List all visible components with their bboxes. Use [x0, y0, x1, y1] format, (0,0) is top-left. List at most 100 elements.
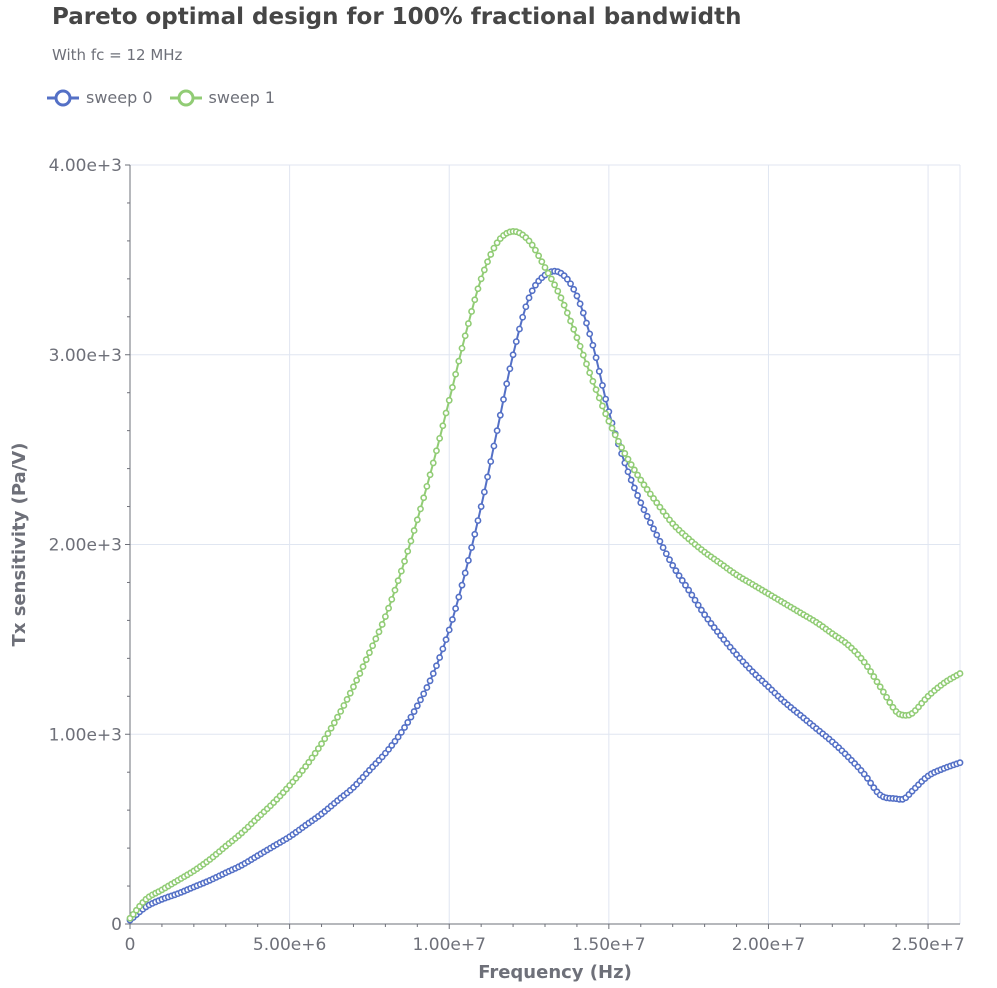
series-point[interactable]	[413, 516, 421, 524]
series-point[interactable]	[439, 645, 447, 653]
series-point[interactable]	[436, 434, 444, 442]
series-point[interactable]	[372, 635, 380, 643]
series-point[interactable]	[343, 696, 351, 703]
series-point[interactable]	[458, 344, 466, 352]
series-point[interactable]	[474, 517, 482, 524]
series-point[interactable]	[407, 537, 415, 545]
series-point[interactable]	[624, 468, 632, 476]
series-point[interactable]	[576, 300, 584, 308]
series-point[interactable]	[477, 503, 485, 510]
legend-item-sweep-0[interactable]: sweep 0	[46, 88, 153, 107]
series-point[interactable]	[538, 258, 546, 266]
series-point[interactable]	[528, 241, 536, 249]
series-point[interactable]	[397, 567, 405, 575]
series-point[interactable]	[525, 237, 533, 245]
series-point[interactable]	[570, 325, 578, 333]
series-point[interactable]	[643, 486, 651, 493]
series-point[interactable]	[656, 537, 664, 545]
series-point[interactable]	[563, 309, 571, 317]
series-point[interactable]	[573, 292, 581, 300]
series-point[interactable]	[662, 550, 670, 558]
series-point[interactable]	[691, 596, 699, 604]
series-point[interactable]	[493, 427, 501, 435]
series-point[interactable]	[675, 572, 683, 580]
series-point[interactable]	[330, 719, 338, 727]
series-point[interactable]	[449, 383, 456, 391]
series-point[interactable]	[426, 677, 434, 685]
series-point[interactable]	[592, 386, 600, 394]
legend-item-sweep-1[interactable]: sweep 1	[169, 88, 275, 107]
series-point[interactable]	[889, 703, 897, 711]
series-point[interactable]	[477, 275, 485, 283]
series-point[interactable]	[659, 544, 667, 551]
series-point[interactable]	[468, 544, 475, 551]
series-point[interactable]	[397, 728, 405, 736]
series-point[interactable]	[860, 770, 868, 778]
series-point[interactable]	[381, 613, 389, 621]
series-point[interactable]	[694, 601, 702, 609]
series-point[interactable]	[685, 586, 693, 594]
series-point[interactable]	[547, 275, 555, 283]
series-point[interactable]	[583, 319, 590, 327]
series-point[interactable]	[630, 466, 638, 474]
series-point[interactable]	[464, 320, 472, 327]
series-point[interactable]	[423, 482, 431, 490]
series-point[interactable]	[337, 708, 345, 715]
series-point[interactable]	[413, 702, 421, 710]
series-point[interactable]	[579, 309, 587, 317]
series-point[interactable]	[445, 396, 453, 404]
series-point[interactable]	[883, 693, 890, 701]
series-point[interactable]	[567, 280, 574, 288]
series-point[interactable]	[516, 325, 523, 333]
series-point[interactable]	[659, 508, 667, 515]
series-point[interactable]	[650, 494, 657, 502]
series-point[interactable]	[321, 735, 329, 743]
series-point[interactable]	[429, 670, 437, 677]
series-point[interactable]	[385, 604, 392, 612]
series-point[interactable]	[452, 370, 460, 378]
series-point[interactable]	[442, 636, 450, 644]
series-point[interactable]	[870, 784, 878, 792]
series-point[interactable]	[579, 351, 587, 359]
series-point[interactable]	[573, 334, 581, 342]
series-point[interactable]	[864, 663, 871, 670]
series-point[interactable]	[570, 285, 578, 293]
series-point[interactable]	[624, 455, 632, 463]
series-point[interactable]	[394, 577, 402, 585]
series-point[interactable]	[445, 626, 453, 634]
series-point[interactable]	[493, 239, 501, 247]
series-point[interactable]	[362, 656, 370, 664]
series-point[interactable]	[956, 670, 964, 677]
series-point[interactable]	[621, 450, 629, 457]
series-point[interactable]	[474, 285, 482, 293]
series-point[interactable]	[630, 484, 638, 492]
series-point[interactable]	[436, 654, 444, 661]
series-point[interactable]	[876, 683, 884, 691]
series-point[interactable]	[698, 606, 705, 614]
series-point[interactable]	[404, 547, 412, 555]
series-point[interactable]	[324, 730, 332, 737]
series-point[interactable]	[458, 581, 466, 589]
series-point[interactable]	[487, 251, 495, 258]
series-point[interactable]	[356, 670, 364, 677]
series-point[interactable]	[487, 458, 495, 465]
series-point[interactable]	[452, 605, 460, 612]
series-point[interactable]	[532, 246, 539, 254]
series-point[interactable]	[471, 296, 479, 304]
series-point[interactable]	[615, 437, 622, 445]
series-point[interactable]	[311, 749, 319, 757]
series-point[interactable]	[350, 683, 357, 691]
series-point[interactable]	[589, 377, 597, 385]
series-point[interactable]	[653, 499, 661, 507]
series-point[interactable]	[541, 264, 549, 271]
series-point[interactable]	[611, 431, 619, 439]
series-point[interactable]	[666, 556, 673, 564]
series-point[interactable]	[388, 595, 396, 603]
series-point[interactable]	[490, 442, 498, 450]
series-point[interactable]	[468, 308, 475, 315]
series-point[interactable]	[956, 759, 964, 767]
series-point[interactable]	[461, 569, 469, 577]
series-point[interactable]	[650, 525, 657, 533]
series-point[interactable]	[701, 611, 709, 619]
series-point[interactable]	[394, 733, 402, 741]
